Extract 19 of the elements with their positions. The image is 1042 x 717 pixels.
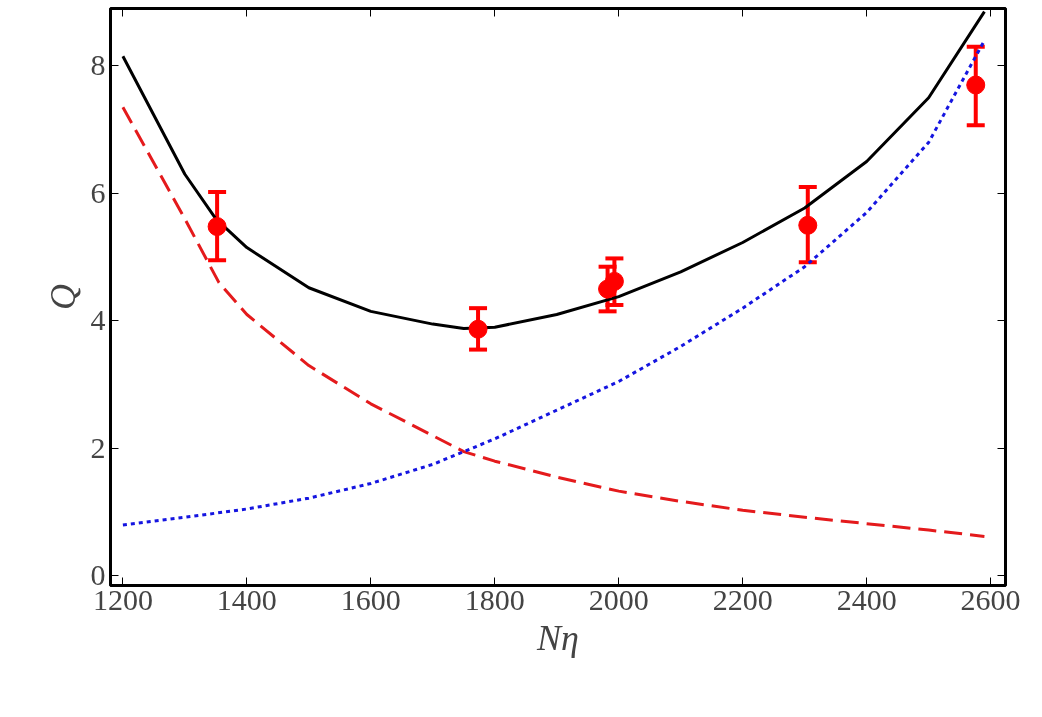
point xyxy=(207,217,227,237)
point xyxy=(798,215,818,235)
y-tick-label: 8 xyxy=(90,48,106,82)
x-tick-label: 2000 xyxy=(588,582,649,616)
x-tick-label: 1600 xyxy=(340,582,401,616)
x-tick-label: 2400 xyxy=(836,582,897,616)
x-tick-label: 1800 xyxy=(464,582,525,616)
y-tick-label: 2 xyxy=(90,430,106,464)
x-tick-label: 2200 xyxy=(712,582,773,616)
y-tick-label: 4 xyxy=(90,303,106,337)
point xyxy=(604,271,624,291)
x-tick-label: 1400 xyxy=(216,582,277,616)
y-tick-label: 6 xyxy=(90,175,106,209)
line-series xyxy=(121,105,986,538)
x-axis-title: Nη xyxy=(536,617,579,658)
y-axis-title: Q xyxy=(42,284,83,310)
point xyxy=(468,319,488,339)
point xyxy=(966,75,986,95)
x-tick-label: 2600 xyxy=(960,582,1021,616)
